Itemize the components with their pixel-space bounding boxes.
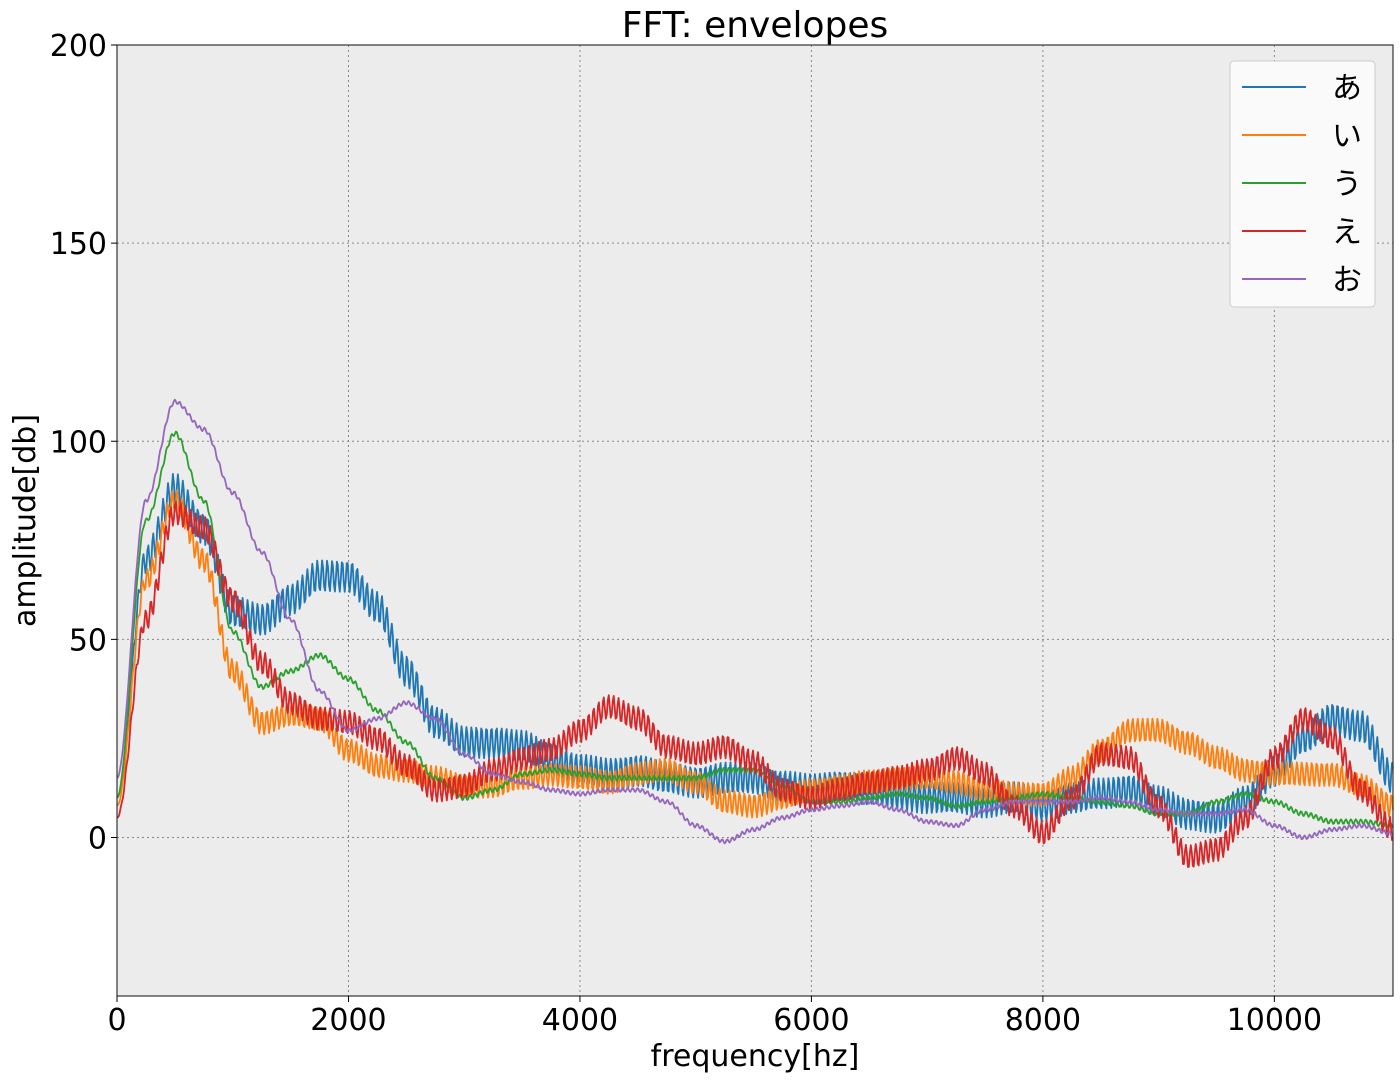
x-axis-label: frequency[hz] — [651, 1039, 860, 1074]
y-axis-label: amplitude[db] — [8, 414, 43, 627]
chart-title: FFT: envelopes — [622, 5, 889, 46]
legend-label: あ — [1332, 71, 1362, 106]
x-tick-label: 10000 — [1227, 1003, 1322, 1038]
legend-label: え — [1332, 215, 1362, 250]
series-lines — [116, 398, 1394, 868]
x-tick-label: 8000 — [1005, 1003, 1081, 1038]
series-line-5 — [116, 398, 1394, 845]
y-tick-label: 150 — [50, 227, 107, 262]
plot-area — [117, 45, 1393, 996]
y-tick-label: 0 — [88, 822, 107, 857]
y-tick-label: 50 — [69, 623, 107, 658]
y-tick-label: 200 — [50, 29, 107, 64]
series-line-4 — [116, 500, 1394, 868]
x-tick-label: 6000 — [773, 1003, 849, 1038]
legend-label: お — [1332, 263, 1362, 298]
plot-frame — [116, 44, 1394, 997]
legend-label: い — [1332, 119, 1362, 154]
x-tick-label: 2000 — [310, 1003, 386, 1038]
x-tick-label: 0 — [107, 1003, 126, 1038]
series-line-2 — [116, 489, 1394, 819]
legend-label: う — [1332, 167, 1362, 202]
x-axis-ticks: 0 2000 4000 6000 8000 10000 — [107, 996, 1322, 1038]
y-axis-ticks: 0 50 100 150 200 — [50, 29, 117, 857]
y-tick-label: 100 — [50, 425, 107, 460]
x-tick-label: 4000 — [542, 1003, 618, 1038]
